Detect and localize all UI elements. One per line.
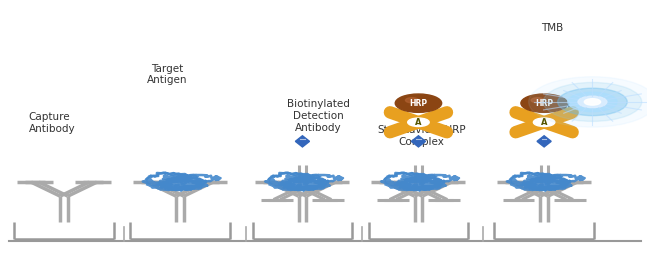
Circle shape <box>578 96 607 108</box>
Text: HRP: HRP <box>410 99 428 108</box>
Polygon shape <box>537 136 551 147</box>
Text: Target
Antigen: Target Antigen <box>147 64 187 86</box>
Text: HRP: HRP <box>535 99 553 108</box>
Circle shape <box>584 99 601 105</box>
Circle shape <box>543 82 642 121</box>
Polygon shape <box>295 136 309 147</box>
Circle shape <box>568 92 617 112</box>
Text: A: A <box>541 118 547 127</box>
Text: Capture
Antibody: Capture Antibody <box>29 112 75 134</box>
Text: Biotinylated
Detection
Antibody: Biotinylated Detection Antibody <box>287 100 350 133</box>
Circle shape <box>558 88 627 116</box>
Circle shape <box>408 118 429 127</box>
Circle shape <box>406 98 419 103</box>
Circle shape <box>395 94 441 112</box>
Circle shape <box>528 77 650 127</box>
Circle shape <box>521 94 567 112</box>
Circle shape <box>534 118 555 127</box>
Circle shape <box>531 98 544 103</box>
Text: Streptavidin-HRP
Complex: Streptavidin-HRP Complex <box>378 125 466 147</box>
Text: TMB: TMB <box>541 23 563 33</box>
Polygon shape <box>411 136 426 147</box>
Text: A: A <box>415 118 422 127</box>
